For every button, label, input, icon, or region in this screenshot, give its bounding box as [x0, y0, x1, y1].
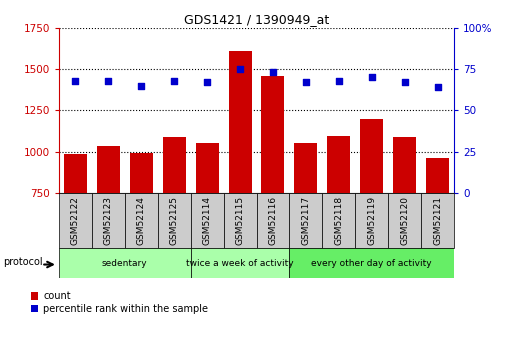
Point — [203, 79, 211, 85]
Bar — [92, 193, 125, 248]
Bar — [262, 76, 285, 193]
Bar — [421, 193, 454, 248]
Bar — [256, 193, 289, 248]
Text: every other day of activity: every other day of activity — [311, 258, 432, 268]
Bar — [426, 158, 449, 193]
Text: GSM52121: GSM52121 — [433, 196, 442, 245]
Bar — [158, 193, 191, 248]
Bar — [97, 146, 120, 193]
Bar — [228, 51, 251, 193]
Bar — [360, 119, 383, 193]
Title: GDS1421 / 1390949_at: GDS1421 / 1390949_at — [184, 13, 329, 27]
Bar — [195, 143, 219, 193]
Bar — [163, 137, 186, 193]
Text: sedentary: sedentary — [102, 258, 148, 268]
Text: GSM52122: GSM52122 — [71, 196, 80, 245]
Text: protocol: protocol — [3, 257, 43, 267]
Bar — [355, 193, 388, 248]
Bar — [289, 193, 322, 248]
Bar — [327, 136, 350, 193]
Text: GSM52115: GSM52115 — [235, 196, 245, 245]
Bar — [322, 193, 355, 248]
Text: GSM52119: GSM52119 — [367, 196, 376, 245]
Text: GSM52114: GSM52114 — [203, 196, 212, 245]
Point — [104, 78, 112, 83]
Point — [137, 83, 145, 88]
Bar — [59, 193, 92, 248]
Bar — [388, 193, 421, 248]
Text: GSM52116: GSM52116 — [268, 196, 278, 245]
Text: GSM52118: GSM52118 — [334, 196, 343, 245]
Bar — [393, 137, 416, 193]
Legend: count, percentile rank within the sample: count, percentile rank within the sample — [30, 291, 208, 314]
Text: GSM52124: GSM52124 — [137, 196, 146, 245]
Bar — [64, 154, 87, 193]
Bar — [130, 152, 153, 193]
Bar — [294, 143, 318, 193]
Point — [236, 66, 244, 72]
Bar — [224, 193, 256, 248]
Point — [368, 75, 376, 80]
Bar — [125, 193, 158, 248]
Text: GSM52120: GSM52120 — [400, 196, 409, 245]
Point — [334, 78, 343, 83]
Bar — [59, 248, 191, 278]
Text: GSM52123: GSM52123 — [104, 196, 113, 245]
Point — [401, 79, 409, 85]
Text: GSM52125: GSM52125 — [170, 196, 179, 245]
Point — [71, 78, 80, 83]
Text: GSM52117: GSM52117 — [301, 196, 310, 245]
Bar — [289, 248, 454, 278]
Point — [170, 78, 179, 83]
Point — [302, 79, 310, 85]
Point — [433, 85, 442, 90]
Bar — [191, 248, 289, 278]
Bar — [191, 193, 224, 248]
Text: twice a week of activity: twice a week of activity — [186, 258, 294, 268]
Point — [269, 70, 277, 75]
